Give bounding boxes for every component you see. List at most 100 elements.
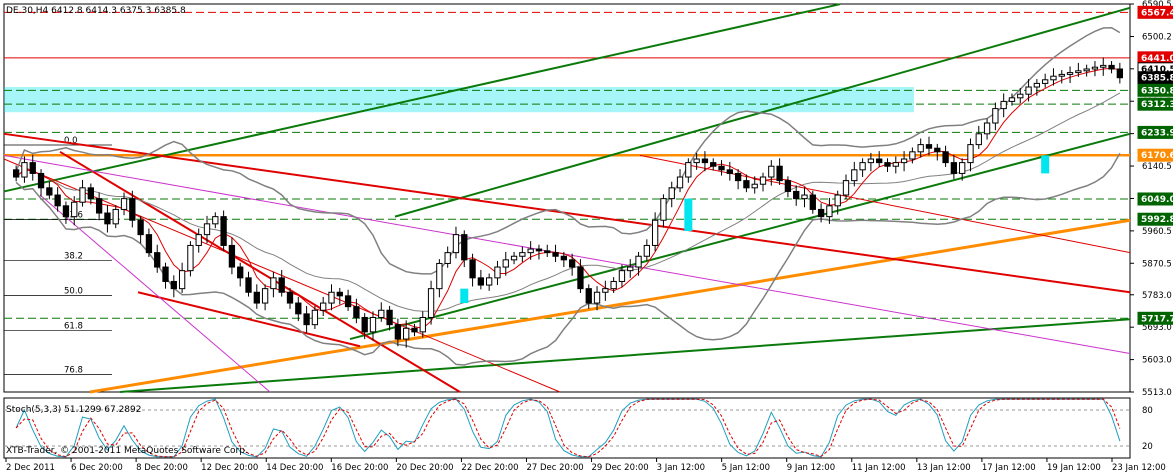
candle[interactable] [461,230,468,268]
candle[interactable] [759,172,767,192]
candle[interactable] [992,102,999,131]
candle[interactable] [353,298,360,324]
candle[interactable] [419,311,426,338]
candle[interactable] [469,253,476,287]
candle[interactable] [21,156,28,183]
candle[interactable] [710,158,717,171]
candle[interactable] [967,138,974,172]
candle[interactable] [286,287,294,309]
candle[interactable] [386,305,393,331]
candle[interactable] [959,158,966,181]
candle[interactable] [1100,57,1107,76]
candle[interactable] [336,287,343,305]
candle[interactable] [768,160,775,186]
candle[interactable] [1075,62,1082,77]
candle[interactable] [37,169,45,197]
candle[interactable] [278,269,285,297]
candle[interactable] [900,151,908,172]
candle[interactable] [344,289,352,311]
candle[interactable] [817,203,825,223]
candle[interactable] [651,212,659,252]
candle[interactable] [129,190,136,228]
candle[interactable] [494,260,501,286]
candle[interactable] [1116,62,1124,84]
candle[interactable] [701,151,709,172]
candle[interactable] [660,194,667,228]
candle[interactable] [975,125,982,149]
candle[interactable] [295,296,302,322]
candle[interactable] [618,264,626,288]
candle[interactable] [477,269,485,290]
candle[interactable] [519,246,526,263]
candle[interactable] [892,156,899,174]
candle[interactable] [187,241,194,277]
candle[interactable] [676,169,684,193]
candle[interactable] [718,160,725,176]
candle[interactable] [693,152,700,170]
candle[interactable] [212,212,219,229]
candle[interactable] [834,190,841,215]
candle[interactable] [917,138,924,158]
candle[interactable] [361,313,368,340]
candle[interactable] [1091,61,1099,77]
candle[interactable] [112,205,119,229]
candle[interactable] [29,154,36,181]
candle[interactable] [610,277,617,293]
candle[interactable] [1108,61,1115,74]
candle[interactable] [1017,88,1024,104]
candle[interactable] [942,145,949,167]
candle[interactable] [751,176,758,194]
candle[interactable] [535,244,543,260]
candle[interactable] [776,158,783,185]
candle[interactable] [195,228,202,253]
candle[interactable] [270,271,277,298]
candle[interactable] [909,147,916,164]
candle[interactable] [1050,68,1057,86]
candle[interactable] [784,176,792,198]
price-pane[interactable]: 0.023.638.250.061.876.8 [3,3,1131,394]
candle[interactable] [1066,66,1074,84]
candle[interactable] [369,311,377,341]
candle[interactable] [851,161,858,187]
candle[interactable] [145,228,153,257]
candle[interactable] [436,259,443,298]
candle[interactable] [178,262,186,293]
candle[interactable] [452,226,460,259]
candle[interactable] [842,174,850,200]
candle[interactable] [162,262,169,289]
candle[interactable] [79,179,86,207]
candle[interactable] [1058,70,1065,84]
candle[interactable] [685,158,692,183]
candle[interactable] [170,275,177,298]
candle[interactable] [203,215,211,244]
candle[interactable] [983,118,991,140]
candle[interactable] [427,280,435,325]
candle[interactable] [120,192,128,216]
candle[interactable] [261,284,269,311]
candle[interactable] [303,305,310,334]
candle[interactable] [577,259,584,293]
candle[interactable] [552,244,559,263]
candle[interactable] [486,273,493,291]
candle[interactable] [859,158,866,178]
candle[interactable] [544,244,551,257]
candle[interactable] [1083,64,1090,77]
candle[interactable] [245,271,252,297]
candle[interactable] [793,185,800,206]
candle[interactable] [12,165,20,182]
candle[interactable] [726,161,733,181]
candle[interactable] [137,215,144,244]
candle[interactable] [560,251,568,268]
candle[interactable] [54,187,61,212]
candle[interactable] [884,158,891,172]
candle[interactable] [253,284,260,309]
candle[interactable] [1033,79,1041,96]
candle[interactable] [320,296,327,317]
candle[interactable] [328,284,335,311]
candle[interactable] [154,244,161,273]
candle[interactable] [585,284,592,309]
candle[interactable] [809,190,816,214]
candle[interactable] [867,152,875,172]
candle[interactable] [220,210,227,252]
candle[interactable] [627,259,634,278]
